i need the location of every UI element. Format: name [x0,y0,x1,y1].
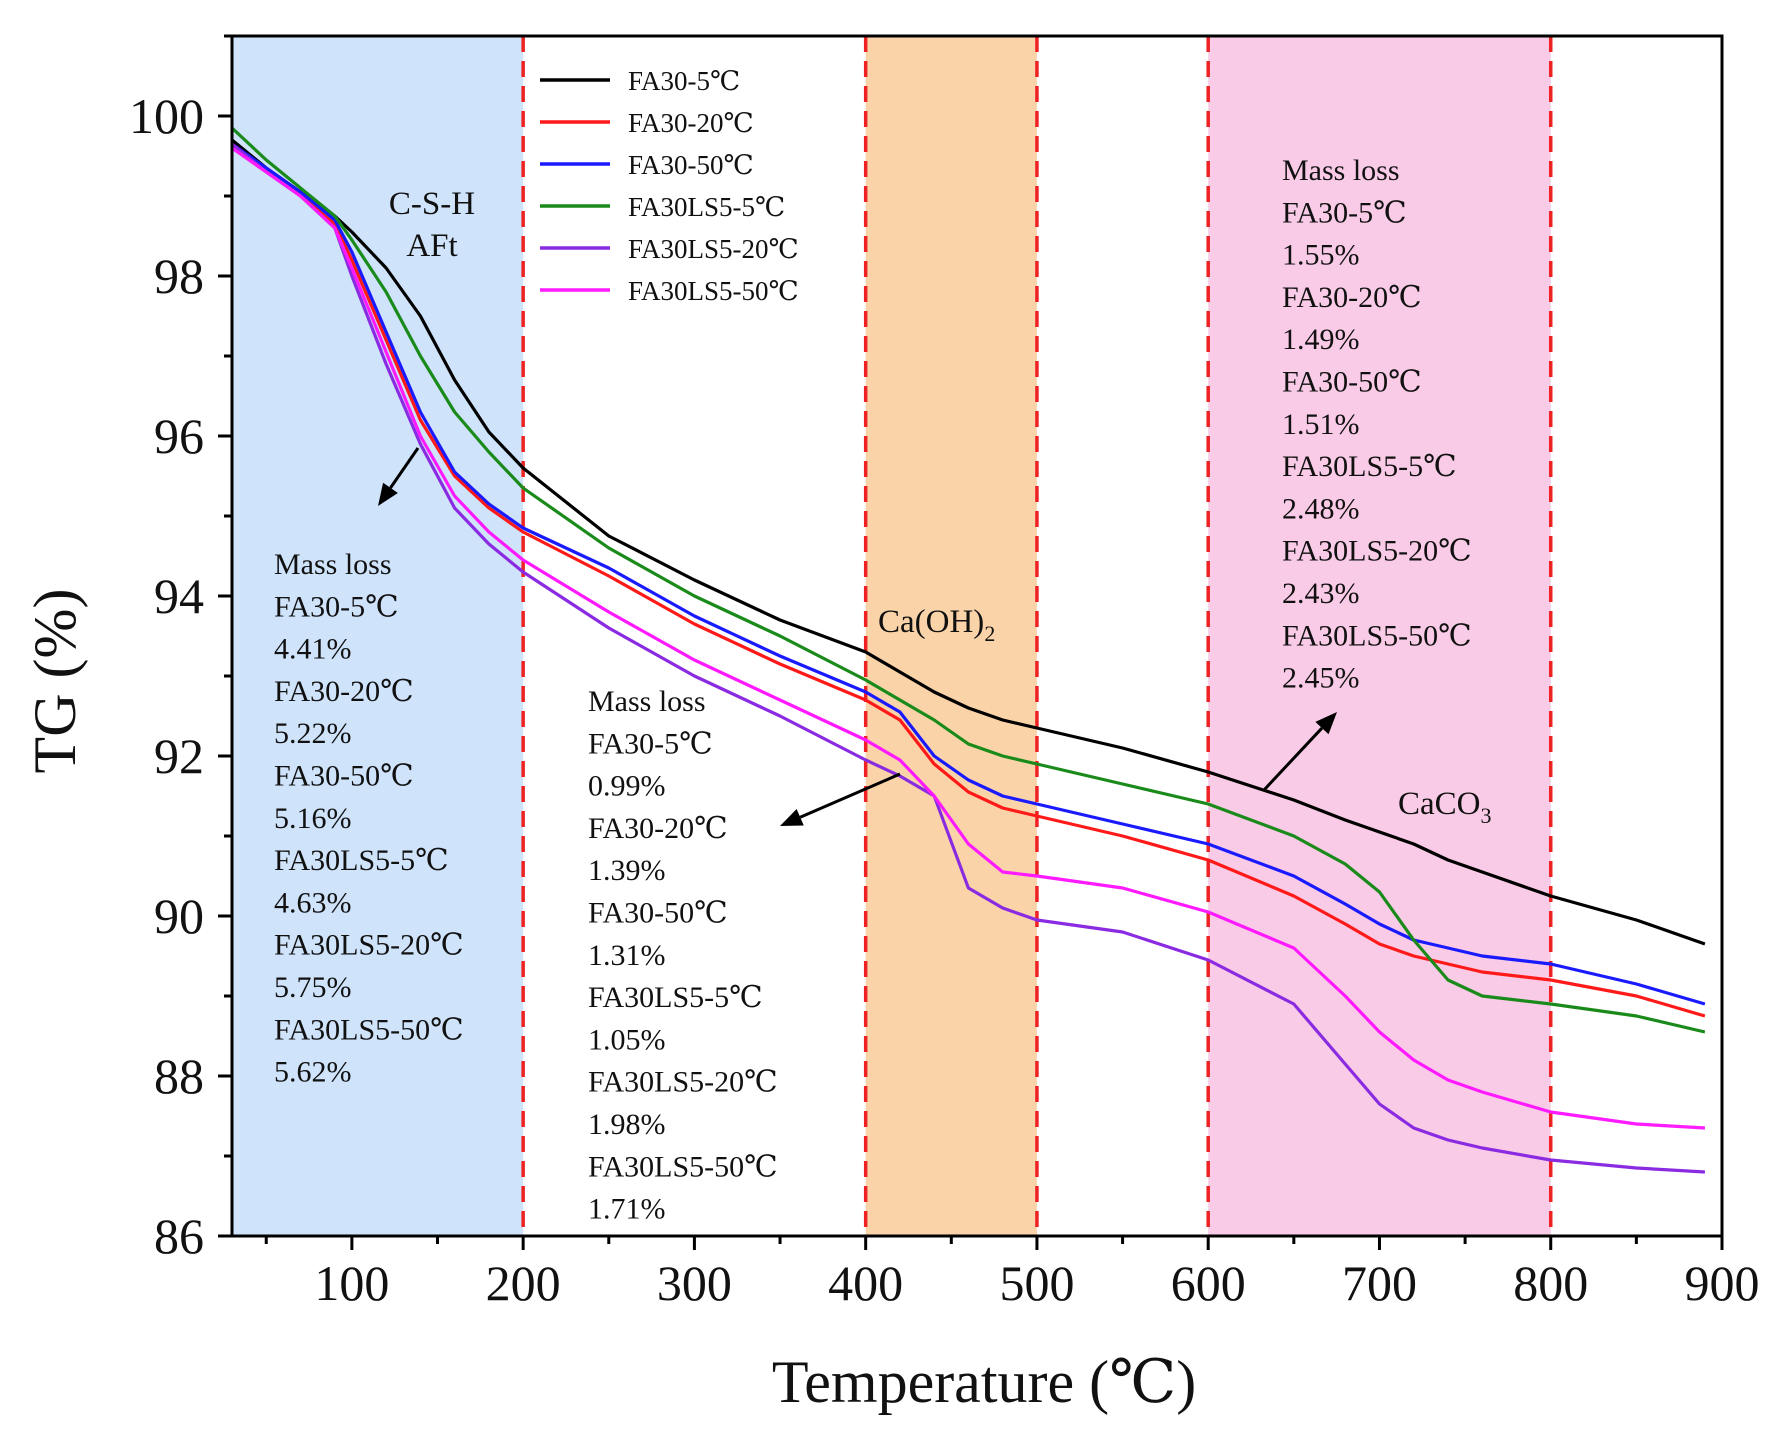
annotation-1-line: 5.62% [274,1056,352,1089]
annotation-1-line: 4.63% [274,886,352,919]
x-tick-label-100: 100 [314,1255,389,1311]
annotation-3-line: Mass loss [1282,154,1400,187]
y-tick-label-100: 100 [129,88,204,144]
annotation-3-line: 1.55% [1282,239,1360,272]
annotation-3-line: FA30-5℃ [1282,196,1407,229]
y-tick-label-90: 90 [154,888,204,944]
annotation-3-line: FA30LS5-5℃ [1282,450,1457,483]
y-tick-label-98: 98 [154,248,204,304]
y-tick-label-86: 86 [154,1208,204,1264]
legend: FA30-5℃ FA30-20℃ FA30-50℃ FA30LS5-5℃ FA30LS5… [540,66,799,306]
annotation-3-line: 1.49% [1282,323,1360,356]
label-csh-aft: AFt [406,228,457,264]
series-line-4 [230,126,1706,1034]
mass-loss-annotations: Mass loss FA30-5℃ 4.41% FA30-20℃ 5.22% FA30-5… [274,154,1472,1226]
annotation-3-line: FA30-20℃ [1282,281,1422,314]
annotation-1-line: FA30LS5-5℃ [274,844,449,877]
y-tick-label-92: 92 [154,728,204,784]
x-axis-title: Temperature (℃) [772,1349,1196,1415]
annotation-1-line: FA30-50℃ [274,760,414,793]
annotation-1-line: 5.75% [274,971,352,1004]
axis-ticks: 100 200 300 400 500 600 700 800 900 86 88 90 92 94 96 9… [129,34,1760,1311]
arrow-region-2 [780,772,901,826]
series-line-6 [231,146,1705,1130]
series-line-3 [231,142,1706,1006]
annotation-1-line: 5.16% [274,802,352,835]
annotation-2-line: FA30LS5-20℃ [588,1066,778,1099]
x-tick-label-300: 300 [657,1255,732,1311]
annotation-2-line: FA30LS5-50℃ [588,1150,778,1183]
annotation-2-line: 1.71% [588,1193,666,1226]
arrow-region-1 [378,447,420,506]
legend-label-2: FA30-20℃ [628,108,754,138]
annotation-2-line: 1.31% [588,939,666,972]
arrow-region-3 [1262,712,1337,792]
x-tick-label-500: 500 [999,1255,1074,1311]
y-tick-label-88: 88 [154,1048,204,1104]
annotation-1-line: Mass loss [274,548,392,581]
x-tick-label-800: 800 [1513,1255,1588,1311]
annotation-3-line: FA30LS5-50℃ [1282,619,1472,652]
series-line-2 [231,146,1706,1018]
annotation-3-line: FA30LS5-20℃ [1282,535,1472,568]
y-tick-label-94: 94 [154,568,204,624]
series-line-5 [230,142,1705,1174]
temperature-regions [232,36,1551,1236]
y-tick-label-96: 96 [154,408,204,464]
legend-label-6: FA30LS5-50℃ [628,276,799,306]
annotation-3-line: 2.43% [1282,577,1360,610]
annotation-arrows [378,447,1337,826]
annotation-3-line: 2.45% [1282,662,1360,695]
annotation-2-line: 1.05% [588,1023,666,1056]
label-csh-aft: C-S-H [389,186,475,222]
label-caco3: CaCO3 [1398,786,1492,828]
annotation-2-line: FA30-5℃ [588,727,713,760]
annotation-3-line: 2.48% [1282,492,1360,525]
annotation-1-line: 4.41% [274,633,352,666]
annotation-2-line: Mass loss [588,685,706,718]
data-series [230,126,1706,1174]
annotation-2-line: 1.98% [588,1108,666,1141]
x-tick-label-600: 600 [1171,1255,1246,1311]
legend-label-1: FA30-5℃ [628,66,740,96]
annotation-2-line: 1.39% [588,854,666,887]
annotation-2-line: FA30-50℃ [588,897,728,930]
plot-frame [230,34,1724,1238]
series-line-1 [230,138,1706,946]
annotation-2-line: 0.99% [588,770,666,803]
annotation-3-line: FA30-50℃ [1282,366,1422,399]
shaded-region-1 [232,36,524,1236]
x-tick-label-900: 900 [1685,1255,1760,1311]
annotation-1-line: FA30LS5-50℃ [274,1013,464,1046]
legend-label-4: FA30LS5-5℃ [628,192,785,222]
region-labels: C-S-H AFt Ca(OH)2 CaCO3 [389,186,1492,828]
region-boundaries [521,36,1553,1236]
label-caoh2: Ca(OH)2 [878,604,995,646]
legend-label-3: FA30-50℃ [628,150,754,180]
annotation-1-line: 5.22% [274,717,352,750]
annotation-2-line: FA30LS5-5℃ [588,981,763,1014]
y-axis-title: TG (%) [22,589,88,774]
annotation-3-line: 1.51% [1282,408,1360,441]
annotation-1-line: FA30LS5-20℃ [274,929,464,962]
x-tick-label-200: 200 [486,1255,561,1311]
legend-label-5: FA30LS5-20℃ [628,234,799,264]
x-tick-label-400: 400 [828,1255,903,1311]
x-tick-label-700: 700 [1342,1255,1417,1311]
annotation-2-line: FA30-20℃ [588,812,728,845]
annotation-1-line: FA30-5℃ [274,590,399,623]
shaded-region-3 [1208,36,1551,1236]
annotation-1-line: FA30-20℃ [274,675,414,708]
shaded-region-2 [865,36,1037,1236]
